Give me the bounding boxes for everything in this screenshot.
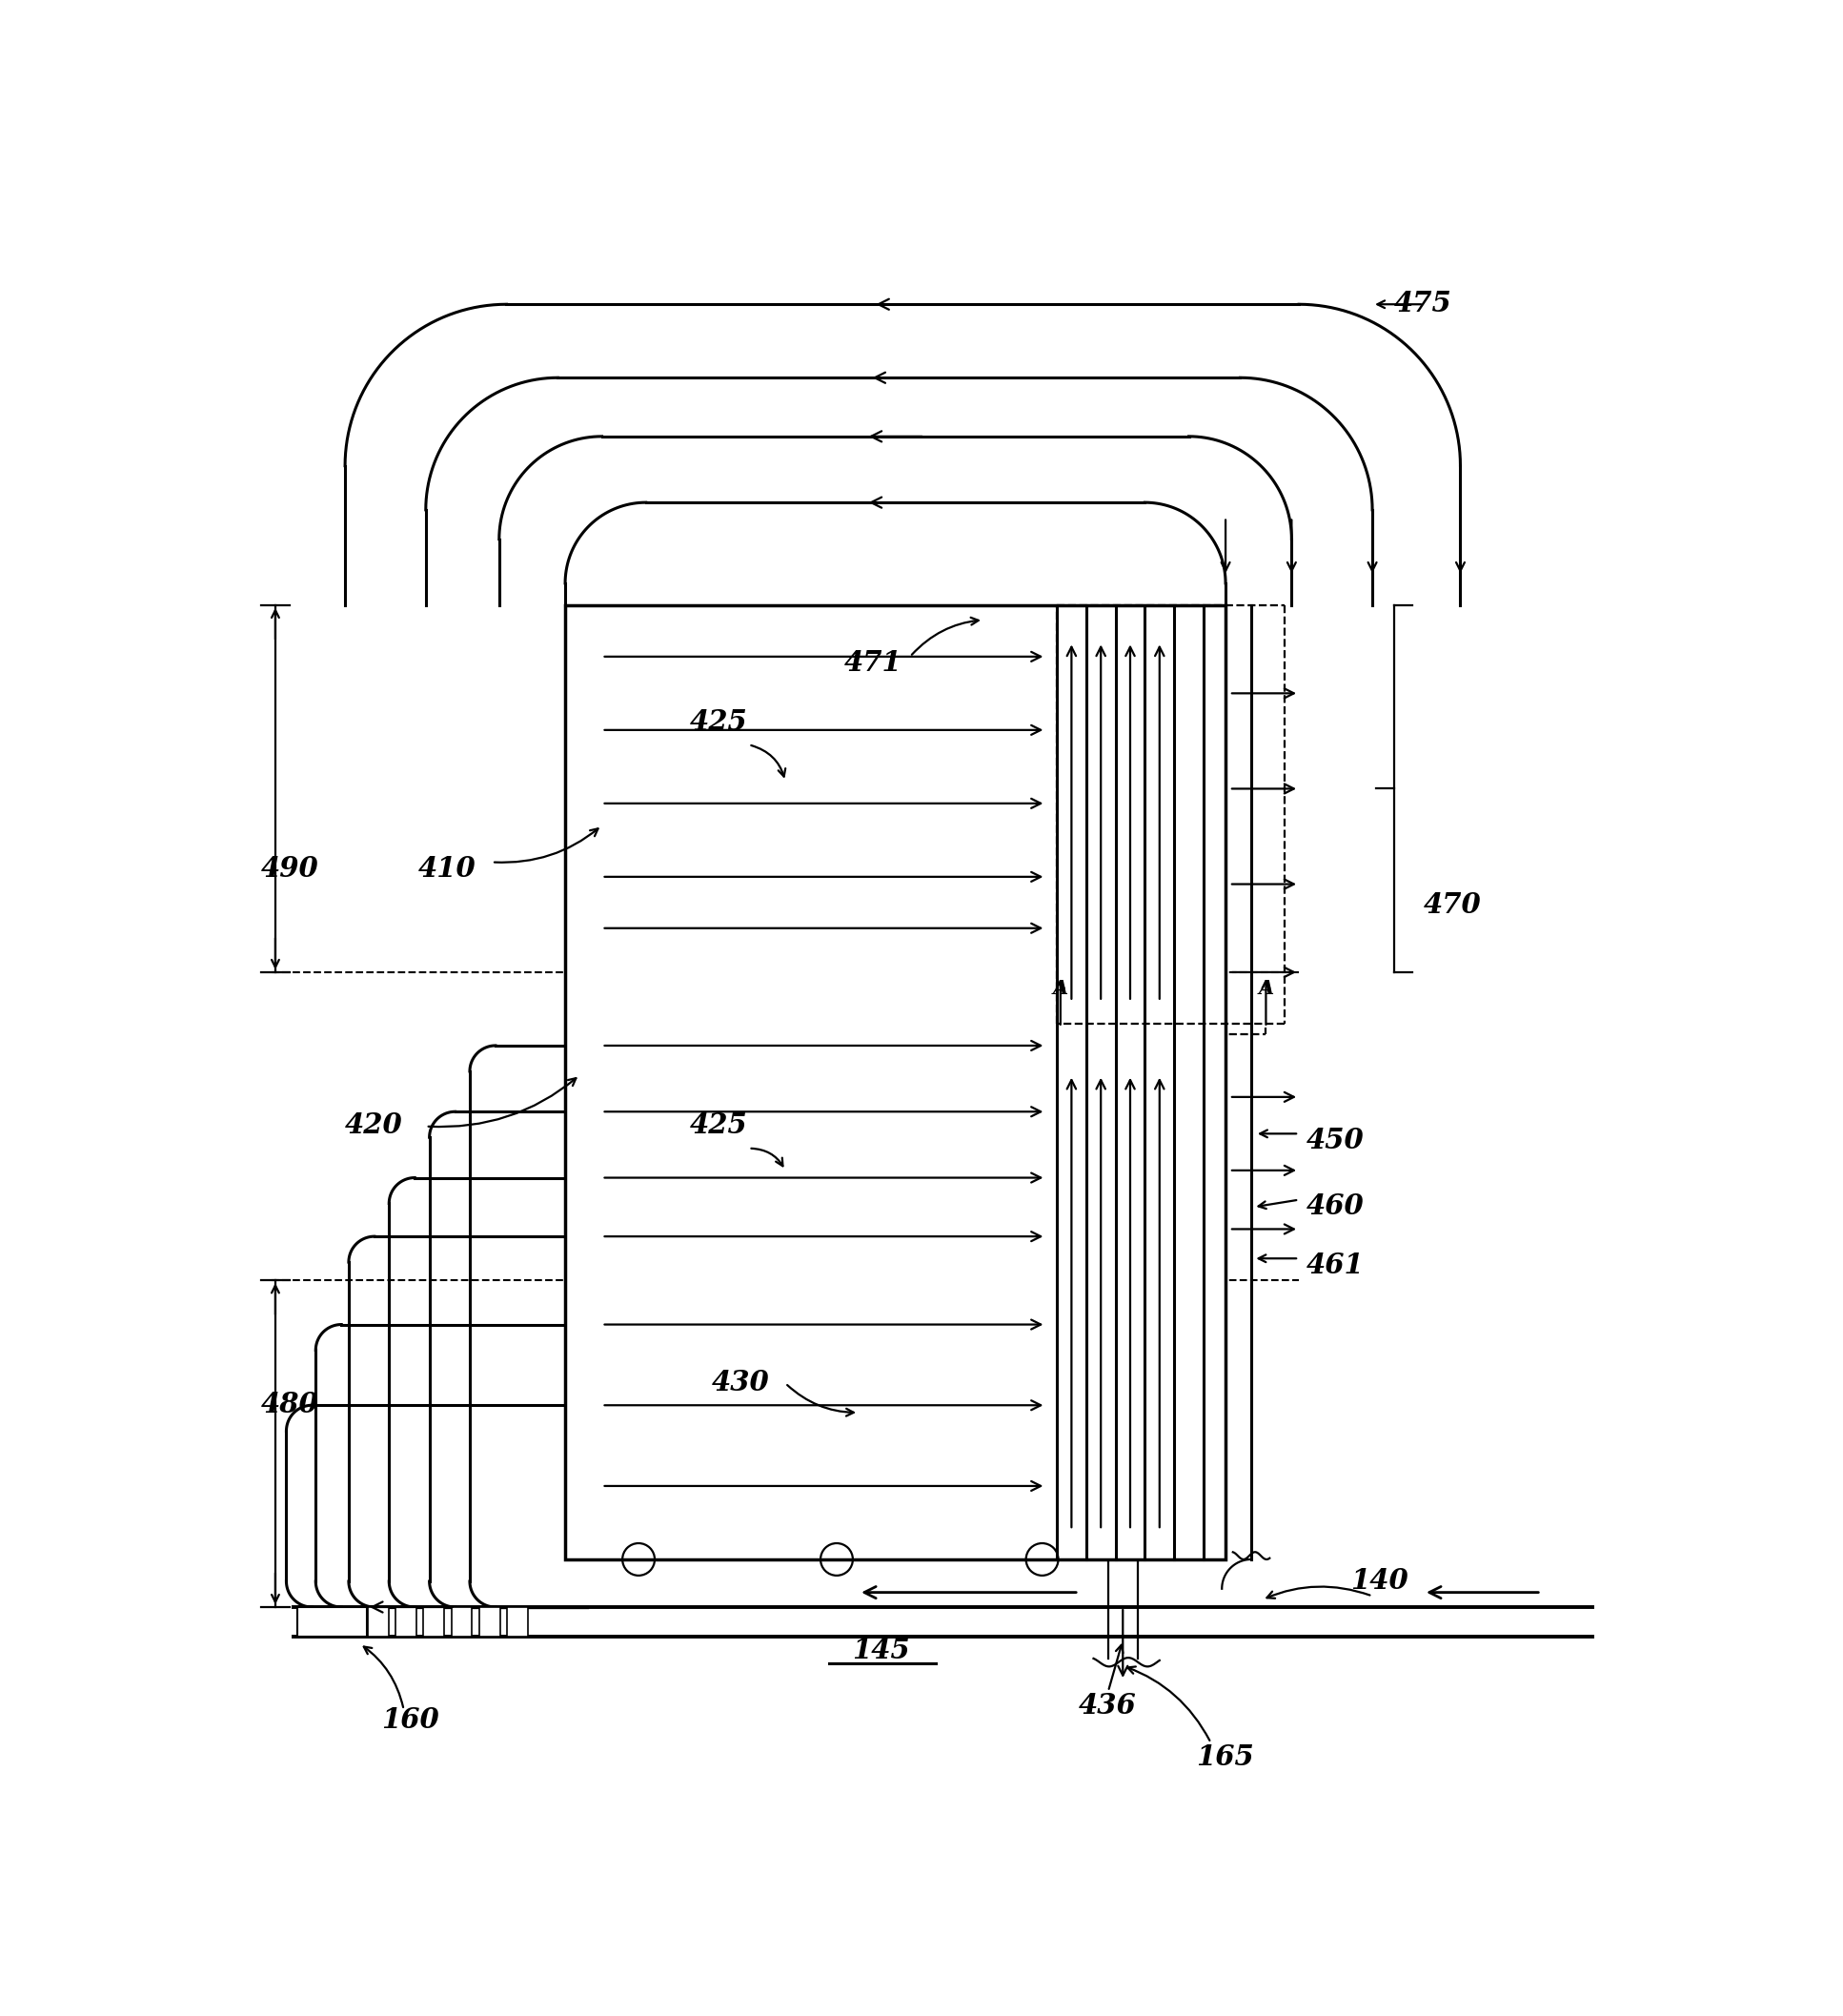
Bar — [339, 1607, 361, 1637]
Bar — [369, 1607, 389, 1637]
Bar — [452, 1607, 472, 1637]
Text: 425: 425 — [689, 708, 748, 736]
Text: A: A — [1259, 980, 1274, 998]
Text: A: A — [1052, 980, 1069, 998]
Text: 490: 490 — [260, 855, 319, 883]
Text: 425: 425 — [689, 1111, 748, 1139]
Text: 145: 145 — [851, 1637, 910, 1663]
Text: 420: 420 — [345, 1111, 404, 1139]
Text: 436: 436 — [1078, 1691, 1137, 1720]
Bar — [311, 1607, 332, 1637]
Text: 475: 475 — [1395, 290, 1452, 317]
Text: 140: 140 — [1351, 1566, 1408, 1595]
Text: 160: 160 — [382, 1706, 440, 1734]
Text: 470: 470 — [1423, 891, 1482, 919]
FancyBboxPatch shape — [297, 1607, 367, 1637]
Text: 460: 460 — [1307, 1193, 1364, 1220]
Bar — [424, 1607, 444, 1637]
Text: 410: 410 — [418, 855, 475, 883]
Bar — [479, 1607, 499, 1637]
Text: 165: 165 — [1196, 1744, 1253, 1770]
Bar — [396, 1607, 417, 1637]
Text: 450: 450 — [1307, 1127, 1364, 1153]
Text: 471: 471 — [844, 649, 901, 677]
Bar — [566, 605, 1226, 1558]
Text: 461: 461 — [1307, 1252, 1364, 1278]
Text: 430: 430 — [711, 1369, 770, 1397]
Bar — [507, 1607, 527, 1637]
Text: 480: 480 — [260, 1391, 319, 1419]
